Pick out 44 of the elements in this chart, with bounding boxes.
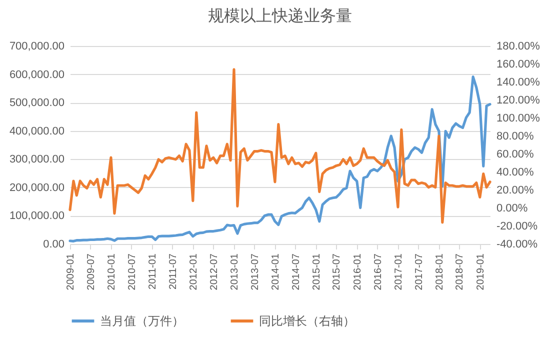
- y-tick-label: 700,000.00: [9, 40, 64, 52]
- x-tick-label: 2018-01: [434, 253, 446, 290]
- x-tick-label: 2009-01: [66, 253, 76, 290]
- y2-tick-label: 180.00%: [496, 40, 540, 52]
- chart-title: 规模以上快递业务量: [208, 7, 352, 25]
- x-tick-label: 2015-07: [332, 253, 343, 290]
- x-tick-label: 2013-01: [229, 253, 240, 290]
- y2-tick-label: 80.00%: [496, 130, 534, 142]
- x-tick-label: 2016-07: [372, 253, 384, 290]
- y2-tick-label: -20.00%: [496, 220, 538, 232]
- x-tick-label: 2016-01: [352, 253, 364, 290]
- x-tick-label: 2019-01: [475, 253, 486, 290]
- y-tick-label: 200,000.00: [9, 182, 64, 194]
- y2-tick-label: 160.00%: [496, 58, 540, 70]
- x-tick-label: 2010-01: [106, 253, 118, 290]
- y-tick-label: 500,000.00: [9, 97, 64, 110]
- y2-tick-label: 0.00%: [496, 202, 528, 214]
- y2-tick-label: 100.00%: [496, 112, 540, 124]
- x-tick-label: 2011-07: [168, 253, 179, 290]
- x-tick-label: 2012-01: [188, 253, 200, 290]
- x-tick-label: 2010-07: [126, 253, 138, 290]
- x-tick-label: 2009-07: [86, 253, 97, 290]
- y2-tick-label: 140.00%: [496, 76, 540, 88]
- x-tick-label: 2012-07: [208, 253, 220, 290]
- y-tick-label: 300,000.00: [9, 154, 64, 166]
- y-tick-label: 600,000.00: [9, 68, 64, 81]
- x-tick-label: 2018-07: [454, 253, 466, 290]
- y-tick-label: 0.00: [43, 238, 64, 250]
- y-tick-label: 100,000.00: [9, 210, 64, 222]
- legend-label: 当月值（万件）: [100, 314, 184, 328]
- x-tick-label: 2017-07: [414, 253, 425, 290]
- x-tick-label: 2017-01: [393, 253, 404, 290]
- y2-tick-label: 60.00%: [496, 148, 534, 160]
- y2-tick-label: 40.00%: [496, 166, 534, 178]
- x-tick-label: 2014-01: [270, 253, 282, 290]
- legend-label: 同比增长（右轴）: [259, 314, 355, 328]
- y2-tick-label: 20.00%: [496, 184, 534, 196]
- x-tick-label: 2013-07: [250, 253, 261, 290]
- y2-tick-label: -40.00%: [496, 238, 538, 250]
- y2-tick-label: 120.00%: [496, 94, 540, 106]
- x-tick-label: 2015-01: [311, 253, 322, 290]
- x-tick-label: 2014-07: [290, 253, 302, 290]
- x-tick-label: 2011-01: [147, 253, 158, 290]
- y-tick-label: 400,000.00: [9, 125, 64, 138]
